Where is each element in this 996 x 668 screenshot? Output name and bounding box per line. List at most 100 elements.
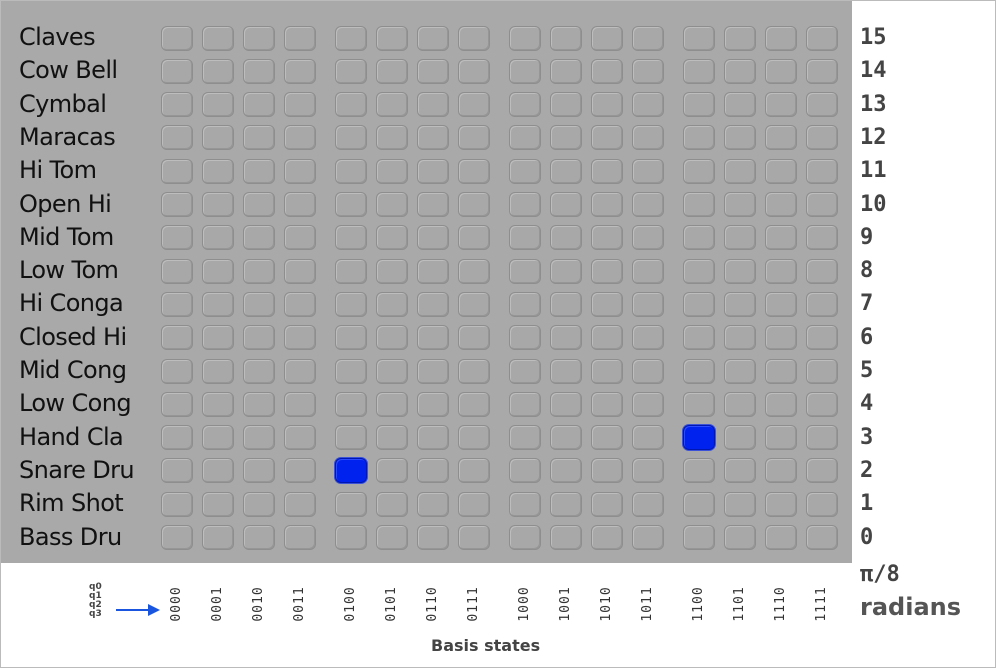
grid-cell[interactable] (632, 258, 664, 284)
grid-cell[interactable] (243, 358, 275, 384)
grid-cell[interactable] (765, 458, 797, 484)
grid-cell[interactable] (284, 25, 316, 51)
grid-cell[interactable] (284, 258, 316, 284)
grid-cell[interactable] (202, 391, 234, 417)
grid-cell[interactable] (806, 58, 838, 84)
grid-cell[interactable] (376, 425, 408, 451)
grid-cell[interactable] (765, 192, 797, 217)
grid-cell[interactable] (458, 25, 490, 51)
grid-cell[interactable] (376, 25, 408, 51)
grid-cell[interactable] (683, 25, 715, 51)
grid-cell[interactable] (335, 225, 367, 251)
grid-cell[interactable] (806, 225, 838, 251)
grid-cell[interactable] (632, 25, 664, 51)
grid-cell[interactable] (202, 225, 234, 251)
grid-cell[interactable] (591, 425, 623, 451)
grid-cell[interactable] (161, 458, 193, 484)
grid-cell[interactable] (765, 92, 797, 118)
grid-cell[interactable] (632, 325, 664, 351)
grid-cell[interactable] (417, 158, 449, 184)
grid-cell[interactable] (806, 325, 838, 351)
grid-cell[interactable] (591, 358, 623, 384)
grid-cell[interactable] (806, 125, 838, 151)
grid-cell[interactable] (458, 158, 490, 184)
grid-cell[interactable] (550, 425, 582, 451)
grid-cell[interactable] (724, 291, 756, 317)
grid-cell[interactable] (683, 92, 715, 118)
grid-cell[interactable] (284, 291, 316, 317)
grid-cell[interactable] (335, 525, 367, 550)
grid-cell[interactable] (458, 458, 490, 484)
grid-cell[interactable] (765, 125, 797, 151)
grid-cell[interactable] (724, 158, 756, 184)
grid-cell[interactable] (765, 225, 797, 251)
grid-cell[interactable] (161, 291, 193, 317)
grid-cell[interactable] (284, 158, 316, 184)
grid-cell[interactable] (509, 125, 541, 151)
grid-cell[interactable] (243, 192, 275, 217)
grid-cell[interactable] (550, 158, 582, 184)
grid-cell[interactable] (161, 158, 193, 184)
grid-cell[interactable] (458, 491, 490, 517)
grid-cell[interactable] (417, 225, 449, 251)
grid-cell[interactable] (550, 258, 582, 284)
grid-cell[interactable] (417, 358, 449, 384)
grid-cell[interactable] (550, 291, 582, 317)
grid-cell[interactable] (376, 225, 408, 251)
grid-cell[interactable] (724, 192, 756, 217)
grid-cell[interactable] (591, 491, 623, 517)
grid-cell[interactable] (202, 425, 234, 451)
grid-cell[interactable] (806, 258, 838, 284)
grid-cell[interactable] (376, 192, 408, 217)
grid-cell[interactable] (376, 125, 408, 151)
grid-cell[interactable] (417, 25, 449, 51)
grid-cell[interactable] (591, 125, 623, 151)
grid-cell[interactable] (724, 25, 756, 51)
grid-cell[interactable] (806, 158, 838, 184)
grid-cell[interactable] (591, 391, 623, 417)
grid-cell[interactable] (376, 358, 408, 384)
grid-cell[interactable] (724, 58, 756, 84)
grid-cell[interactable] (591, 325, 623, 351)
grid-cell[interactable] (243, 225, 275, 251)
grid-cell[interactable] (591, 458, 623, 484)
grid-cell[interactable] (284, 525, 316, 550)
grid-cell[interactable] (243, 92, 275, 118)
grid-cell[interactable] (243, 491, 275, 517)
grid-cell[interactable] (683, 325, 715, 351)
grid-cell[interactable] (458, 325, 490, 351)
grid-cell[interactable] (550, 125, 582, 151)
grid-cell[interactable] (683, 458, 715, 484)
grid-cell[interactable] (284, 491, 316, 517)
grid-cell[interactable] (243, 525, 275, 550)
grid-cell[interactable] (509, 25, 541, 51)
grid-cell[interactable] (243, 158, 275, 184)
grid-cell[interactable] (335, 158, 367, 184)
grid-cell[interactable] (632, 358, 664, 384)
grid-cell[interactable] (509, 158, 541, 184)
grid-cell[interactable] (376, 58, 408, 84)
grid-cell[interactable] (161, 25, 193, 51)
grid-cell[interactable] (724, 458, 756, 484)
grid-cell[interactable] (161, 525, 193, 550)
grid-cell[interactable] (683, 525, 715, 550)
grid-cell[interactable] (243, 58, 275, 84)
grid-cell[interactable] (376, 92, 408, 118)
grid-cell[interactable] (765, 525, 797, 550)
grid-cell[interactable] (724, 125, 756, 151)
grid-cell[interactable] (765, 325, 797, 351)
grid-cell[interactable] (591, 58, 623, 84)
grid-cell[interactable] (550, 358, 582, 384)
grid-cell[interactable] (591, 225, 623, 251)
grid-cell[interactable] (765, 258, 797, 284)
grid-cell[interactable] (724, 491, 756, 517)
grid-cell[interactable] (458, 225, 490, 251)
grid-cell[interactable] (335, 325, 367, 351)
grid-cell[interactable] (417, 192, 449, 217)
grid-cell[interactable] (591, 25, 623, 51)
grid-cell[interactable] (550, 325, 582, 351)
grid-cell[interactable] (243, 291, 275, 317)
grid-cell[interactable] (202, 458, 234, 484)
grid-cell[interactable] (806, 391, 838, 417)
grid-cell[interactable] (683, 358, 715, 384)
